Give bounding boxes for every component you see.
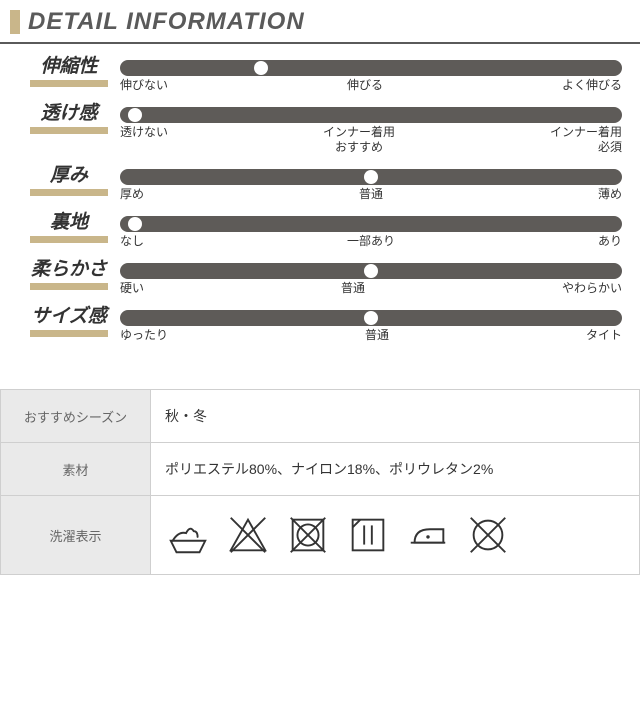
slider-body: なし 一部あり あり xyxy=(120,212,622,249)
slider-body: 硬い 普通 やわらかい xyxy=(120,259,622,296)
slider-tick-labels: 透けない インナー着用 おすすめ インナー着用 必須 xyxy=(120,125,622,155)
table-row: 洗濯表示 xyxy=(1,496,640,575)
slider-row: サイズ感 ゆったり 普通 タイト xyxy=(18,306,622,343)
table-row: 素材ポリエステル80%、ナイロン18%、ポリウレタン2% xyxy=(1,443,640,496)
slider-underline xyxy=(30,236,108,243)
handwash-icon xyxy=(165,512,211,558)
slider-marker xyxy=(364,264,378,278)
tick-label: 伸びない xyxy=(120,78,168,93)
header-title: DETAIL INFORMATION xyxy=(28,8,305,36)
slider-row: 厚み 厚め 普通 薄め xyxy=(18,165,622,202)
section-header: DETAIL INFORMATION xyxy=(0,0,640,44)
slider-tick-labels: 伸びない 伸びる よく伸びる xyxy=(120,78,622,93)
slider-underline xyxy=(30,127,108,134)
info-table: おすすめシーズン秋・冬素材ポリエステル80%、ナイロン18%、ポリウレタン2%洗… xyxy=(0,389,640,575)
slider-tick-labels: 厚め 普通 薄め xyxy=(120,187,622,202)
slider-label: サイズ感 xyxy=(18,306,120,329)
header-accent-bar xyxy=(10,10,20,34)
slider-track-wrap xyxy=(120,310,622,326)
table-key: おすすめシーズン xyxy=(1,390,151,443)
table-value: 秋・冬 xyxy=(151,390,640,443)
slider-tick-labels: ゆったり 普通 タイト xyxy=(120,328,622,343)
slider-marker xyxy=(254,61,268,75)
tick-label: やわらかい xyxy=(562,281,622,296)
slider-label: 伸縮性 xyxy=(18,56,120,79)
slider-underline xyxy=(30,330,108,337)
slider-row: 伸縮性 伸びない 伸びる よく伸びる xyxy=(18,56,622,93)
slider-body: ゆったり 普通 タイト xyxy=(120,306,622,343)
slider-body: 厚め 普通 薄め xyxy=(120,165,622,202)
slider-marker xyxy=(128,217,142,231)
tick-label: ゆったり xyxy=(120,328,168,343)
tick-label: 薄め xyxy=(598,187,622,202)
slider-track xyxy=(120,107,622,123)
table-value: ポリエステル80%、ナイロン18%、ポリウレタン2% xyxy=(151,443,640,496)
slider-track-wrap xyxy=(120,169,622,185)
tick-label: 厚め xyxy=(120,187,144,202)
tick-label: インナー着用 必須 xyxy=(550,125,622,155)
slider-track xyxy=(120,60,622,76)
slider-label-box: 伸縮性 xyxy=(18,56,120,87)
slider-label: 柔らかさ xyxy=(18,259,120,282)
tick-label: よく伸びる xyxy=(562,78,622,93)
slider-label-box: 裏地 xyxy=(18,212,120,243)
slider-track-wrap xyxy=(120,60,622,76)
no-tumble-dry-icon xyxy=(285,512,331,558)
slider-track-wrap xyxy=(120,107,622,123)
slider-marker xyxy=(364,311,378,325)
care-icons-row xyxy=(165,512,625,558)
slider-tick-labels: 硬い 普通 やわらかい xyxy=(120,281,622,296)
slider-underline xyxy=(30,189,108,196)
slider-track-wrap xyxy=(120,263,622,279)
tick-label: 普通 xyxy=(365,328,389,343)
table-row: おすすめシーズン秋・冬 xyxy=(1,390,640,443)
table-value xyxy=(151,496,640,575)
slider-marker xyxy=(128,108,142,122)
slider-label-box: サイズ感 xyxy=(18,306,120,337)
tick-label: 伸びる xyxy=(347,78,383,93)
slider-underline xyxy=(30,283,108,290)
table-key: 洗濯表示 xyxy=(1,496,151,575)
tick-label: あり xyxy=(598,234,622,249)
slider-label-box: 厚み xyxy=(18,165,120,196)
tick-label: 透けない xyxy=(120,125,168,155)
tick-label: タイト xyxy=(586,328,622,343)
tick-label: なし xyxy=(120,234,144,249)
slider-tick-labels: なし 一部あり あり xyxy=(120,234,622,249)
tick-label: 普通 xyxy=(359,187,383,202)
no-dryclean-icon xyxy=(465,512,511,558)
iron-low-icon xyxy=(405,512,451,558)
table-key: 素材 xyxy=(1,443,151,496)
slider-label: 透け感 xyxy=(18,103,120,126)
tick-label: インナー着用 おすすめ xyxy=(323,125,395,155)
slider-group: 伸縮性 伸びない 伸びる よく伸びる 透け感 透けない xyxy=(0,56,640,373)
slider-body: 透けない インナー着用 おすすめ インナー着用 必須 xyxy=(120,103,622,155)
slider-track-wrap xyxy=(120,216,622,232)
tick-label: 一部あり xyxy=(347,234,395,249)
slider-body: 伸びない 伸びる よく伸びる xyxy=(120,56,622,93)
tick-label: 硬い xyxy=(120,281,144,296)
slider-row: 裏地 なし 一部あり あり xyxy=(18,212,622,249)
no-bleach-icon xyxy=(225,512,271,558)
slider-label: 裏地 xyxy=(18,212,120,235)
drip-dry-shade-icon xyxy=(345,512,391,558)
slider-row: 柔らかさ 硬い 普通 やわらかい xyxy=(18,259,622,296)
slider-label-box: 柔らかさ xyxy=(18,259,120,290)
slider-track xyxy=(120,216,622,232)
slider-label-box: 透け感 xyxy=(18,103,120,134)
slider-label: 厚み xyxy=(18,165,120,188)
slider-underline xyxy=(30,80,108,87)
slider-marker xyxy=(364,170,378,184)
tick-label: 普通 xyxy=(341,281,365,296)
slider-row: 透け感 透けない インナー着用 おすすめ インナー着用 必須 xyxy=(18,103,622,155)
